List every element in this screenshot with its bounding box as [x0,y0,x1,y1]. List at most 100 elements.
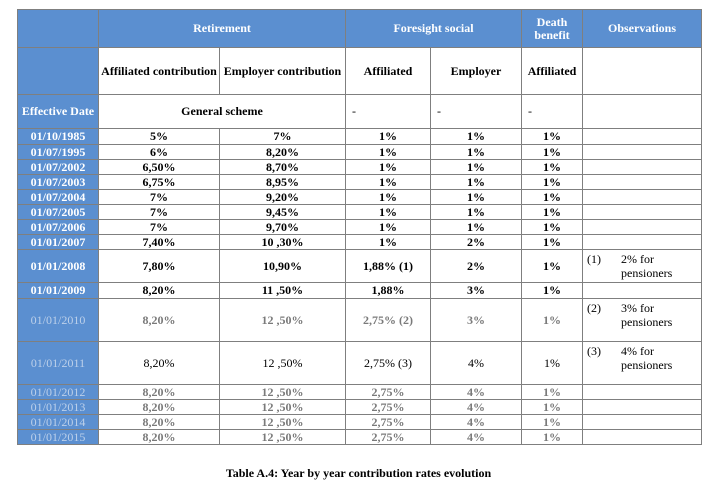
header-death-affiliated: Affiliated [521,47,584,95]
foresight-employer-cell: 4% [429,399,523,415]
foresight-affiliated-cell: 1,88% [345,282,431,299]
effective-date-cell: 01/10/1985 [17,128,99,145]
employer-contribution-cell: 10 ,30% [219,234,346,250]
foresight-affiliated-cell: 1% [345,234,431,250]
death-benefit-cell: 1% [521,384,584,400]
header-foresight-social: Foresight social [344,9,523,48]
employer-contribution-cell: 9,20% [219,189,346,205]
death-benefit-cell: 1% [521,429,584,445]
dash-cell: - [429,94,523,129]
affiliated-contribution-cell: 7,40% [98,234,220,250]
table-row: 01/01/2010 8,20% 12 ,50% 2,75% (2) 3% 1% (2) 3%… [17,298,703,342]
death-benefit-cell: 1% [521,219,584,235]
dash-cell: - [521,94,584,129]
header-observations: Observations [582,9,703,48]
death-benefit-cell: 1% [521,249,584,283]
observation-cell [582,189,703,205]
header-employer-contribution: Employer contribution [219,47,346,95]
foresight-employer-cell: 1% [429,128,523,145]
affiliated-contribution-cell: 8,20% [98,399,220,415]
table-caption: Table A.4: Year by year contribution rat… [225,466,492,480]
table-row: 01/07/2003 6,75% 8,95% 1% 1% 1% [17,174,703,190]
death-benefit-cell: 1% [521,298,584,342]
foresight-employer-cell: 4% [429,429,523,445]
table-row: 01/01/2012 8,20% 12 ,50% 2,75% 4% 1% [17,384,703,400]
obs-blank [582,94,703,129]
observation-cell [582,282,703,299]
affiliated-contribution-cell: 8,20% [98,414,220,430]
observation-cell [582,159,703,175]
foresight-affiliated-cell: 1% [345,144,431,160]
table-row: 01/07/2005 7% 9,45% 1% 1% 1% [17,204,703,220]
observation-cell [582,399,703,415]
table-row: 01/01/2011 8,20% 12 ,50% 2,75% (3) 4% 1% (3) 4%… [17,341,703,385]
observation-number: (1) [587,252,602,266]
effective-date-cell: 01/07/2005 [17,204,99,220]
foresight-employer-cell: 1% [429,189,523,205]
table-row: 01/01/2007 7,40% 10 ,30% 1% 2% 1% [17,234,703,250]
effective-date-cell: 01/07/2002 [17,159,99,175]
observation-number: (3) [587,344,602,358]
foresight-affiliated-cell: 2,75% [345,399,431,415]
affiliated-contribution-cell: 8,20% [98,282,220,299]
header-general-scheme: General scheme [98,94,346,129]
foresight-affiliated-cell: 1% [345,219,431,235]
header-blank-2 [17,47,99,95]
observation-cell: (1) 2% for pensioners [582,249,703,283]
affiliated-contribution-cell: 8,20% [98,298,220,342]
affiliated-contribution-cell: 8,20% [98,341,220,385]
affiliated-contribution-cell: 8,20% [98,384,220,400]
observation-cell [582,144,703,160]
observation-cell [582,174,703,190]
observation-text: 3% for pensioners [621,301,673,329]
foresight-affiliated-cell: 2,75% (2) [345,298,431,342]
employer-contribution-cell: 8,70% [219,159,346,175]
foresight-affiliated-cell: 1,88% (1) [345,249,431,283]
death-benefit-cell: 1% [521,144,584,160]
foresight-affiliated-cell: 1% [345,174,431,190]
table-row: 01/01/2009 8,20% 11 ,50% 1,88% 3% 1% [17,282,703,299]
observation-cell [582,414,703,430]
foresight-employer-cell: 2% [429,249,523,283]
employer-contribution-cell: 9,45% [219,204,346,220]
death-benefit-cell: 1% [521,234,584,250]
affiliated-contribution-cell: 5% [98,128,220,145]
foresight-affiliated-cell: 2,75% [345,414,431,430]
table-row: 01/10/1985 5% 7% 1% 1% 1% [17,128,703,145]
effective-date-cell: 01/01/2009 [17,282,99,299]
effective-date-cell: 01/01/2007 [17,234,99,250]
observation-text: 4% for pensioners [621,344,673,372]
foresight-employer-cell: 4% [429,414,523,430]
employer-contribution-cell: 12 ,50% [219,399,346,415]
foresight-affiliated-cell: 2,75% (3) [345,341,431,385]
death-benefit-cell: 1% [521,204,584,220]
death-benefit-cell: 1% [521,174,584,190]
death-benefit-cell: 1% [521,341,584,385]
header-blank [17,9,99,48]
affiliated-contribution-cell: 6,50% [98,159,220,175]
effective-date-cell: 01/01/2014 [17,414,99,430]
foresight-employer-cell: 4% [429,341,523,385]
table-row: 01/07/1995 6% 8,20% 1% 1% 1% [17,144,703,160]
effective-date-cell: 01/01/2008 [17,249,99,283]
contribution-rates-table: Retirement Foresight social Death benefi… [17,9,703,445]
effective-date-cell: 01/07/2006 [17,219,99,235]
observation-cell [582,204,703,220]
employer-contribution-cell: 12 ,50% [219,429,346,445]
table-row: 01/07/2006 7% 9,70% 1% 1% 1% [17,219,703,235]
foresight-affiliated-cell: 1% [345,128,431,145]
death-benefit-cell: 1% [521,128,584,145]
table-row: 01/07/2004 7% 9,20% 1% 1% 1% [17,189,703,205]
header-retirement: Retirement [98,9,346,48]
observation-cell [582,384,703,400]
affiliated-contribution-cell: 7% [98,219,220,235]
dash-cell: - [345,94,431,129]
table-row: 01/01/2015 8,20% 12 ,50% 2,75% 4% 1% [17,429,703,445]
foresight-affiliated-cell: 1% [345,189,431,205]
table-row: 01/01/2013 8,20% 12 ,50% 2,75% 4% 1% [17,399,703,415]
affiliated-contribution-cell: 7% [98,204,220,220]
header-effective-date: Effective Date [17,94,99,129]
foresight-employer-cell: 1% [429,174,523,190]
effective-date-cell: 01/07/2003 [17,174,99,190]
effective-date-cell: 01/01/2010 [17,298,99,342]
